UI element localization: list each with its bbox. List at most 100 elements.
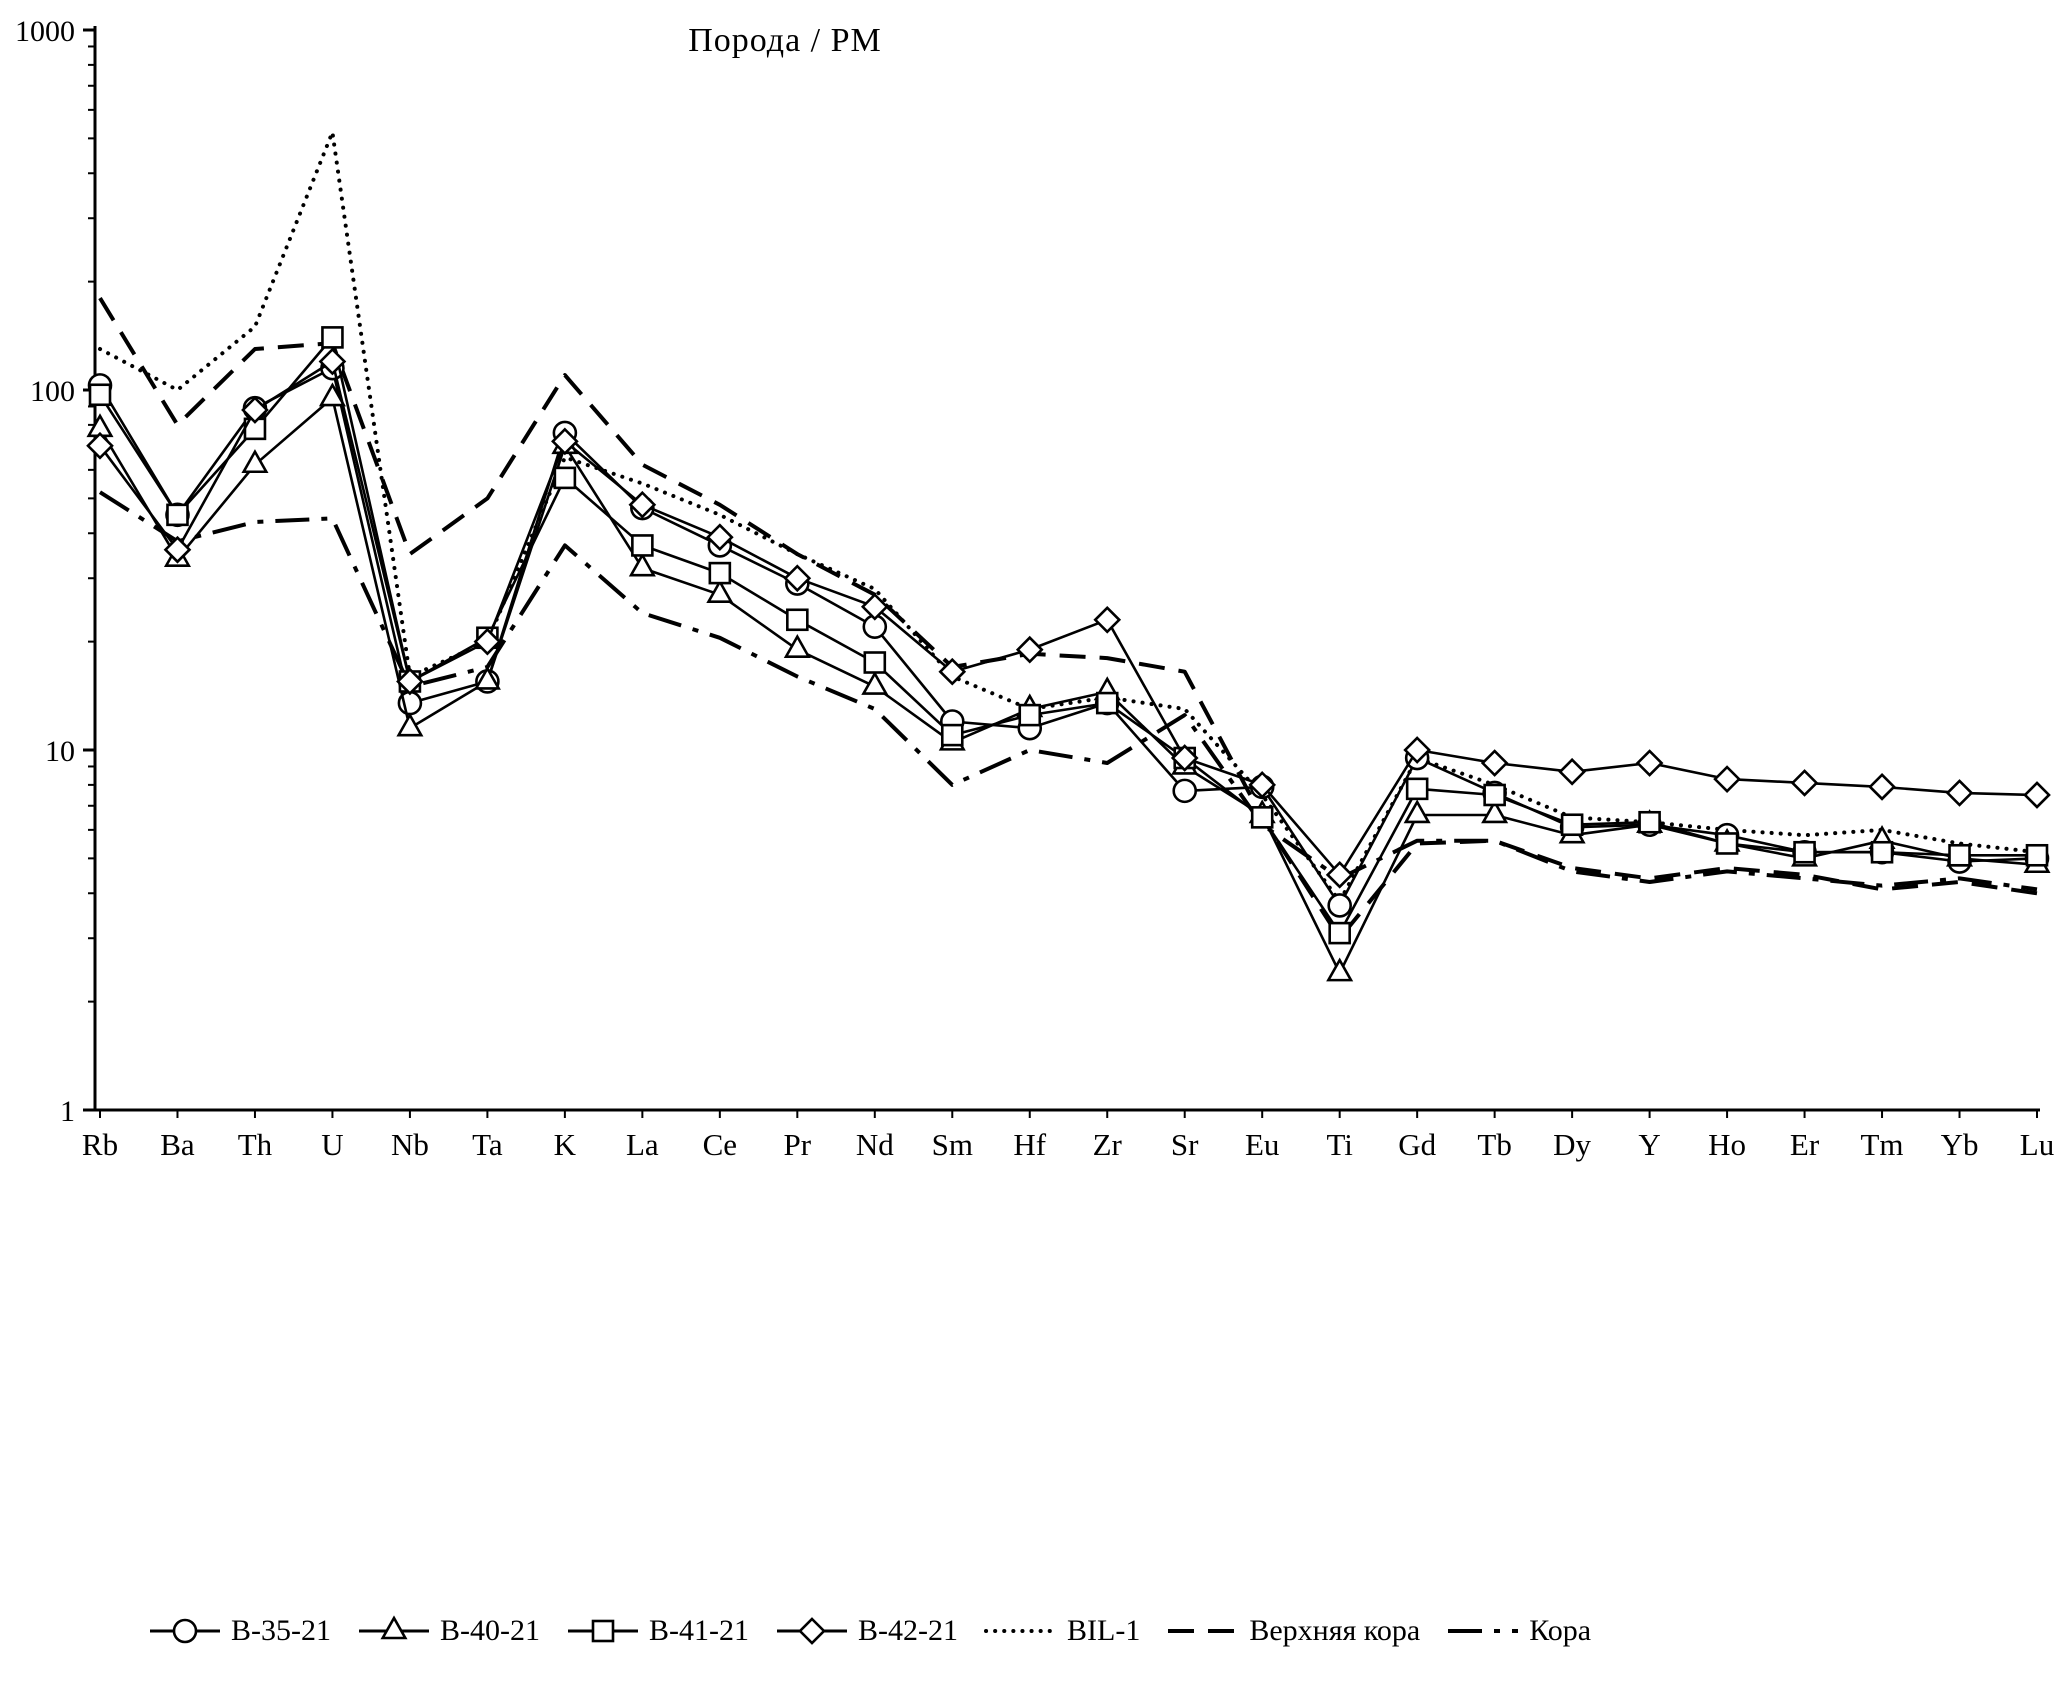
series-line-Верхняя кора bbox=[98, 297, 2038, 941]
legend-item-Верхняя кора: Верхняя кора bbox=[1166, 1614, 1420, 1648]
x-tick-label: Sr bbox=[1171, 1127, 1199, 1162]
diamond-marker bbox=[1015, 635, 1044, 664]
x-axis-labels: Rb Ba Th U Nb Ta K La Ce Pr Nd Sm Hf Zr Sr Eu Ti Gd Tb Dy Y H… bbox=[82, 1110, 2054, 1162]
circle-marker bbox=[1327, 893, 1352, 918]
x-tick-label: Ho bbox=[1708, 1127, 1746, 1162]
x-tick-label: Yb bbox=[1941, 1127, 1979, 1162]
square-marker bbox=[863, 651, 887, 674]
diamond-marker bbox=[860, 592, 889, 621]
series-line-B-42-21 bbox=[98, 360, 2038, 877]
triangle-marker bbox=[473, 665, 501, 690]
series-markers-B-40-21 bbox=[86, 382, 2051, 982]
diamond-marker bbox=[938, 657, 967, 686]
diamond-marker bbox=[706, 523, 734, 552]
x-tick-label: Ba bbox=[160, 1127, 195, 1162]
series-line-BIL-1 bbox=[98, 130, 2039, 904]
diamond-marker bbox=[163, 535, 192, 564]
square-marker bbox=[940, 723, 964, 747]
triangle-marker bbox=[783, 634, 811, 658]
legend-item-B-35-21: B-35-21 bbox=[148, 1614, 331, 1648]
x-tick-label: Th bbox=[238, 1127, 273, 1162]
circle-marker bbox=[172, 1618, 198, 1644]
x-tick-label: Ce bbox=[703, 1127, 737, 1162]
y-tick-label: 10 bbox=[45, 735, 75, 768]
chart-title: Порода / PM bbox=[688, 22, 882, 59]
legend-label: B-42-21 bbox=[858, 1614, 958, 1647]
series-line-Кора bbox=[98, 490, 2038, 892]
legend-label: B-40-21 bbox=[440, 1614, 540, 1647]
x-tick-label: Tb bbox=[1477, 1127, 1511, 1162]
legend-dashdot-line-icon bbox=[1448, 1629, 1519, 1633]
x-tick-label: Lu bbox=[2020, 1127, 2054, 1162]
square-marker bbox=[1793, 840, 1816, 864]
triangle-marker bbox=[396, 712, 424, 737]
triangle-marker bbox=[318, 382, 346, 407]
square-marker bbox=[1095, 691, 1119, 715]
y-tick-label: 1 bbox=[60, 1095, 75, 1128]
legend-dotted-line-icon bbox=[984, 1629, 1058, 1633]
y-tick-label: 1000 bbox=[15, 15, 75, 48]
square-marker bbox=[786, 608, 809, 632]
diamond-marker bbox=[1945, 779, 1974, 807]
legend-item-B-40-21: B-40-21 bbox=[357, 1614, 540, 1648]
legend-item-B-41-21: B-41-21 bbox=[566, 1614, 749, 1648]
diamond-marker bbox=[1093, 605, 1122, 634]
legend-item-Кора: Кора bbox=[1446, 1614, 1591, 1648]
legend-item-B-42-21: B-42-21 bbox=[775, 1614, 958, 1648]
x-tick-label: Er bbox=[1790, 1127, 1820, 1162]
triangle-marker bbox=[241, 449, 269, 474]
diamond-marker bbox=[396, 667, 424, 696]
square-marker bbox=[1483, 783, 1506, 807]
x-tick-label: Ti bbox=[1326, 1127, 1353, 1162]
square-marker bbox=[1405, 777, 1429, 801]
triangle-marker bbox=[861, 670, 889, 695]
x-tick-label: Sm bbox=[932, 1127, 973, 1162]
square-marker bbox=[1250, 806, 1274, 829]
square-marker bbox=[1328, 921, 1351, 945]
square-marker bbox=[166, 503, 189, 527]
square-marker bbox=[1638, 810, 1661, 834]
x-tick-label: Zr bbox=[1093, 1127, 1123, 1162]
diamond-marker bbox=[241, 396, 269, 424]
legend-circle-line-icon bbox=[150, 1618, 220, 1644]
legend-triangle-line-icon bbox=[359, 1615, 429, 1640]
x-tick-label: Nb bbox=[391, 1127, 429, 1162]
x-tick-label: Gd bbox=[1398, 1127, 1436, 1162]
circle-marker bbox=[1172, 778, 1198, 804]
series-line-B-40-21 bbox=[98, 396, 2038, 975]
x-tick-label: Eu bbox=[1245, 1127, 1279, 1162]
legend-label: BIL-1 bbox=[1067, 1614, 1141, 1647]
square-marker bbox=[591, 1619, 615, 1643]
x-tick-label: Tm bbox=[1861, 1127, 1904, 1162]
diamond-marker bbox=[1480, 749, 1509, 777]
x-tick-label: Nd bbox=[856, 1127, 894, 1162]
diamond-marker bbox=[628, 490, 657, 519]
diamond-marker bbox=[783, 564, 812, 593]
x-tick-label: Hf bbox=[1013, 1127, 1046, 1162]
x-tick-label: Dy bbox=[1553, 1127, 1591, 1162]
diamond-marker bbox=[551, 427, 579, 456]
square-marker bbox=[88, 383, 112, 407]
triangle-marker bbox=[1403, 799, 1431, 824]
diamond-marker bbox=[1713, 765, 1741, 793]
y-axis-labels: 1000 100 10 1 bbox=[15, 15, 95, 1128]
square-marker bbox=[553, 466, 577, 490]
square-marker bbox=[1018, 703, 1042, 727]
square-marker bbox=[1948, 843, 1971, 867]
legend-item-BIL-1: BIL-1 bbox=[984, 1614, 1140, 1648]
legend-diamond-line-icon bbox=[777, 1617, 847, 1645]
diamond-marker bbox=[318, 347, 347, 376]
x-tick-label: La bbox=[626, 1127, 659, 1162]
legend-square-line-icon bbox=[568, 1619, 638, 1643]
diamond-marker bbox=[1325, 861, 1354, 889]
triangle-marker bbox=[380, 1615, 408, 1640]
x-tick-label: Rb bbox=[82, 1127, 118, 1162]
square-marker bbox=[631, 534, 654, 557]
diamond-marker bbox=[1170, 744, 1199, 772]
triangle-marker bbox=[628, 552, 656, 577]
square-marker bbox=[708, 561, 732, 585]
diamond-marker bbox=[1248, 771, 1277, 799]
square-marker bbox=[1715, 832, 1739, 855]
